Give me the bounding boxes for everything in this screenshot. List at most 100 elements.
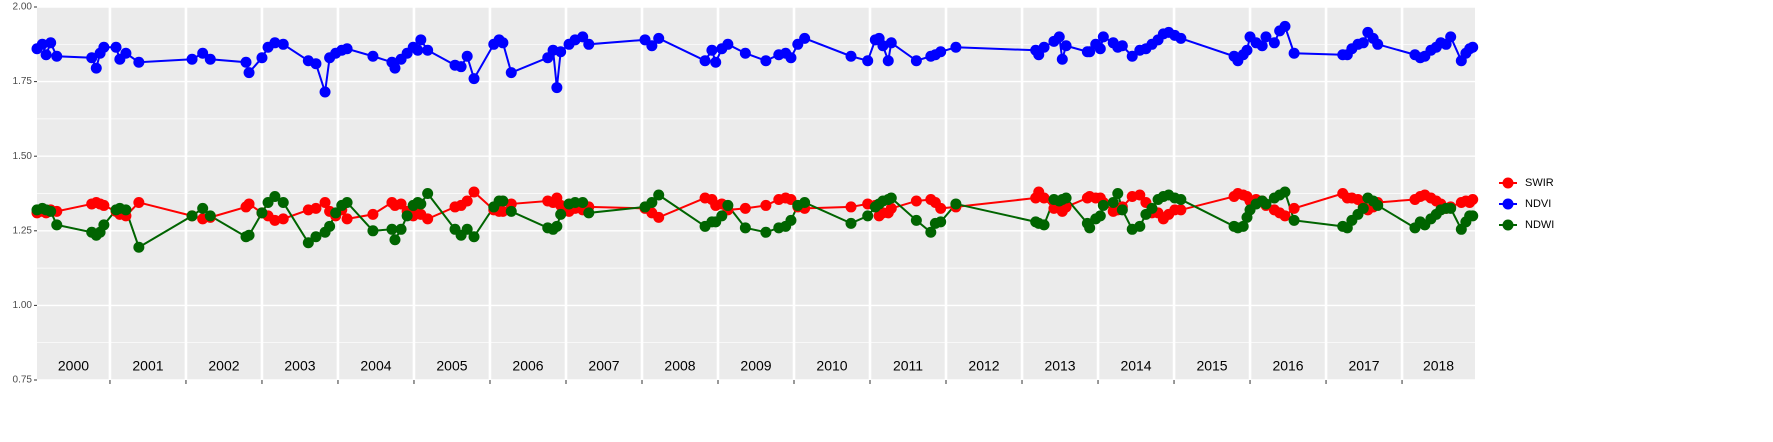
data-point — [412, 44, 424, 56]
data-point — [1116, 204, 1128, 216]
data-point — [1094, 210, 1106, 222]
year-label: 2008 — [664, 358, 695, 374]
data-point — [760, 199, 772, 211]
data-point — [1445, 202, 1457, 214]
data-point — [1372, 38, 1384, 50]
data-point — [367, 208, 379, 220]
data-point — [341, 213, 353, 225]
data-point — [569, 196, 581, 208]
data-point — [739, 222, 751, 234]
year-label: 2001 — [132, 358, 163, 374]
data-point — [197, 47, 209, 59]
data-point — [319, 86, 331, 98]
data-point — [877, 40, 889, 52]
data-point — [51, 50, 63, 62]
data-point — [497, 37, 509, 49]
data-point — [389, 234, 401, 246]
data-point — [910, 214, 922, 226]
data-point — [653, 189, 665, 201]
data-point — [310, 58, 322, 70]
data-point — [1467, 41, 1479, 53]
data-point — [646, 196, 658, 208]
data-point — [760, 226, 772, 238]
year-label: 2015 — [1196, 358, 1227, 374]
legend-label: SWIR — [1525, 177, 1554, 189]
data-point — [1084, 222, 1096, 234]
data-point — [133, 241, 145, 253]
data-point — [197, 202, 209, 214]
year-label: 2004 — [360, 358, 391, 374]
data-point — [555, 46, 567, 58]
data-point — [862, 210, 874, 222]
data-point — [133, 196, 145, 208]
data-point — [422, 44, 434, 56]
data-point — [1038, 219, 1050, 231]
data-point — [1279, 210, 1291, 222]
data-point — [367, 225, 379, 237]
data-point — [1260, 31, 1272, 43]
data-point — [760, 55, 772, 67]
data-point — [845, 217, 857, 229]
data-point — [885, 37, 897, 49]
data-point — [799, 32, 811, 44]
legend-key-point — [1502, 219, 1514, 231]
data-point — [1237, 220, 1249, 232]
legend-label: NDVI — [1525, 198, 1551, 210]
year-label: 2009 — [740, 358, 771, 374]
data-point — [1357, 37, 1369, 49]
data-point — [330, 207, 342, 219]
data-point — [1134, 189, 1146, 201]
data-point — [505, 67, 517, 79]
data-point — [243, 198, 255, 210]
data-point — [722, 199, 734, 211]
year-label: 2014 — [1120, 358, 1151, 374]
data-point — [1146, 202, 1158, 214]
data-point — [401, 210, 413, 222]
data-point — [98, 199, 110, 211]
data-point — [277, 38, 289, 50]
year-label: 2007 — [588, 358, 619, 374]
data-point — [240, 56, 252, 68]
data-point — [386, 223, 398, 235]
y-tick-label: 1.75 — [13, 76, 33, 87]
data-point — [415, 34, 427, 46]
year-label: 2017 — [1348, 358, 1379, 374]
data-point — [845, 201, 857, 213]
data-point — [1084, 46, 1096, 58]
data-point — [341, 196, 353, 208]
data-point — [269, 37, 281, 49]
data-point — [324, 220, 336, 232]
data-point — [785, 214, 797, 226]
data-point — [243, 67, 255, 79]
data-point — [497, 205, 509, 217]
data-point — [1445, 31, 1457, 43]
data-point — [1288, 214, 1300, 226]
year-label: 2010 — [816, 358, 847, 374]
data-point — [269, 190, 281, 202]
data-point — [98, 219, 110, 231]
data-point — [739, 47, 751, 59]
data-point — [367, 50, 379, 62]
data-point — [461, 195, 473, 207]
y-tick-label: 1.00 — [13, 300, 33, 311]
data-point — [36, 38, 48, 50]
data-point — [1112, 188, 1124, 199]
data-point — [1372, 199, 1384, 211]
data-point — [468, 73, 480, 85]
data-point — [277, 196, 289, 208]
data-point — [110, 41, 122, 53]
data-point — [653, 211, 665, 223]
year-label: 2018 — [1423, 358, 1454, 374]
legend-label: NDWI — [1525, 219, 1554, 231]
data-point — [555, 208, 567, 220]
data-point — [422, 213, 434, 225]
data-point — [551, 82, 563, 94]
data-point — [468, 186, 480, 198]
data-point — [133, 56, 145, 68]
data-point — [950, 41, 962, 53]
year-label: 2012 — [968, 358, 999, 374]
data-point — [1097, 31, 1109, 43]
data-point — [1175, 32, 1187, 44]
data-point — [710, 56, 722, 68]
